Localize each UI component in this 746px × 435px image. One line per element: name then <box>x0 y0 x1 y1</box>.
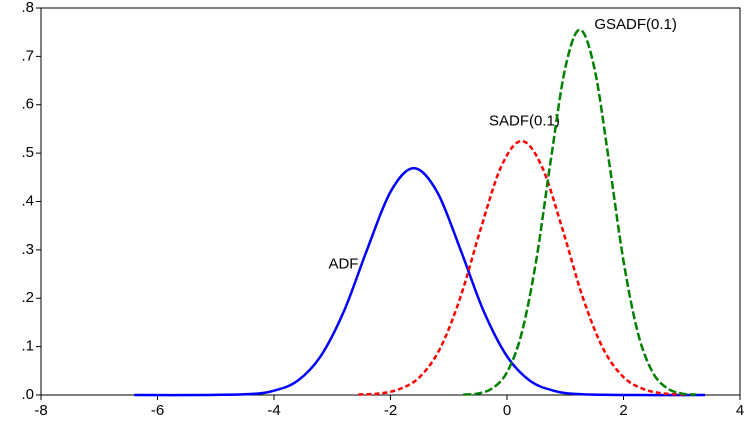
series-label: ADF <box>328 255 358 272</box>
y-tick-label: .6 <box>21 96 34 113</box>
series-line <box>463 28 697 396</box>
x-tick-label: -4 <box>267 402 280 419</box>
y-tick-label: .0 <box>21 386 34 403</box>
y-tick-label: .7 <box>21 47 34 64</box>
plot-frame <box>40 7 741 396</box>
x-tick-label: 2 <box>619 402 627 419</box>
x-tick-label: 0 <box>503 402 511 419</box>
y-tick-label: .5 <box>21 144 34 161</box>
series-line <box>358 139 685 396</box>
series-label: GSADF(0.1) <box>594 16 677 33</box>
x-tick-label: -6 <box>151 402 164 419</box>
series-label: SADF(0.1) <box>489 113 560 130</box>
x-tick-label: -8 <box>34 402 47 419</box>
y-tick-label: .1 <box>21 338 34 355</box>
y-tick-label: .8 <box>21 0 34 16</box>
y-tick-label: .4 <box>21 192 34 209</box>
y-tick-label: .3 <box>21 241 34 258</box>
x-tick-label: 4 <box>736 402 744 419</box>
y-tick-label: .2 <box>21 289 34 306</box>
x-tick-label: -2 <box>384 402 397 419</box>
series-line <box>134 166 706 397</box>
